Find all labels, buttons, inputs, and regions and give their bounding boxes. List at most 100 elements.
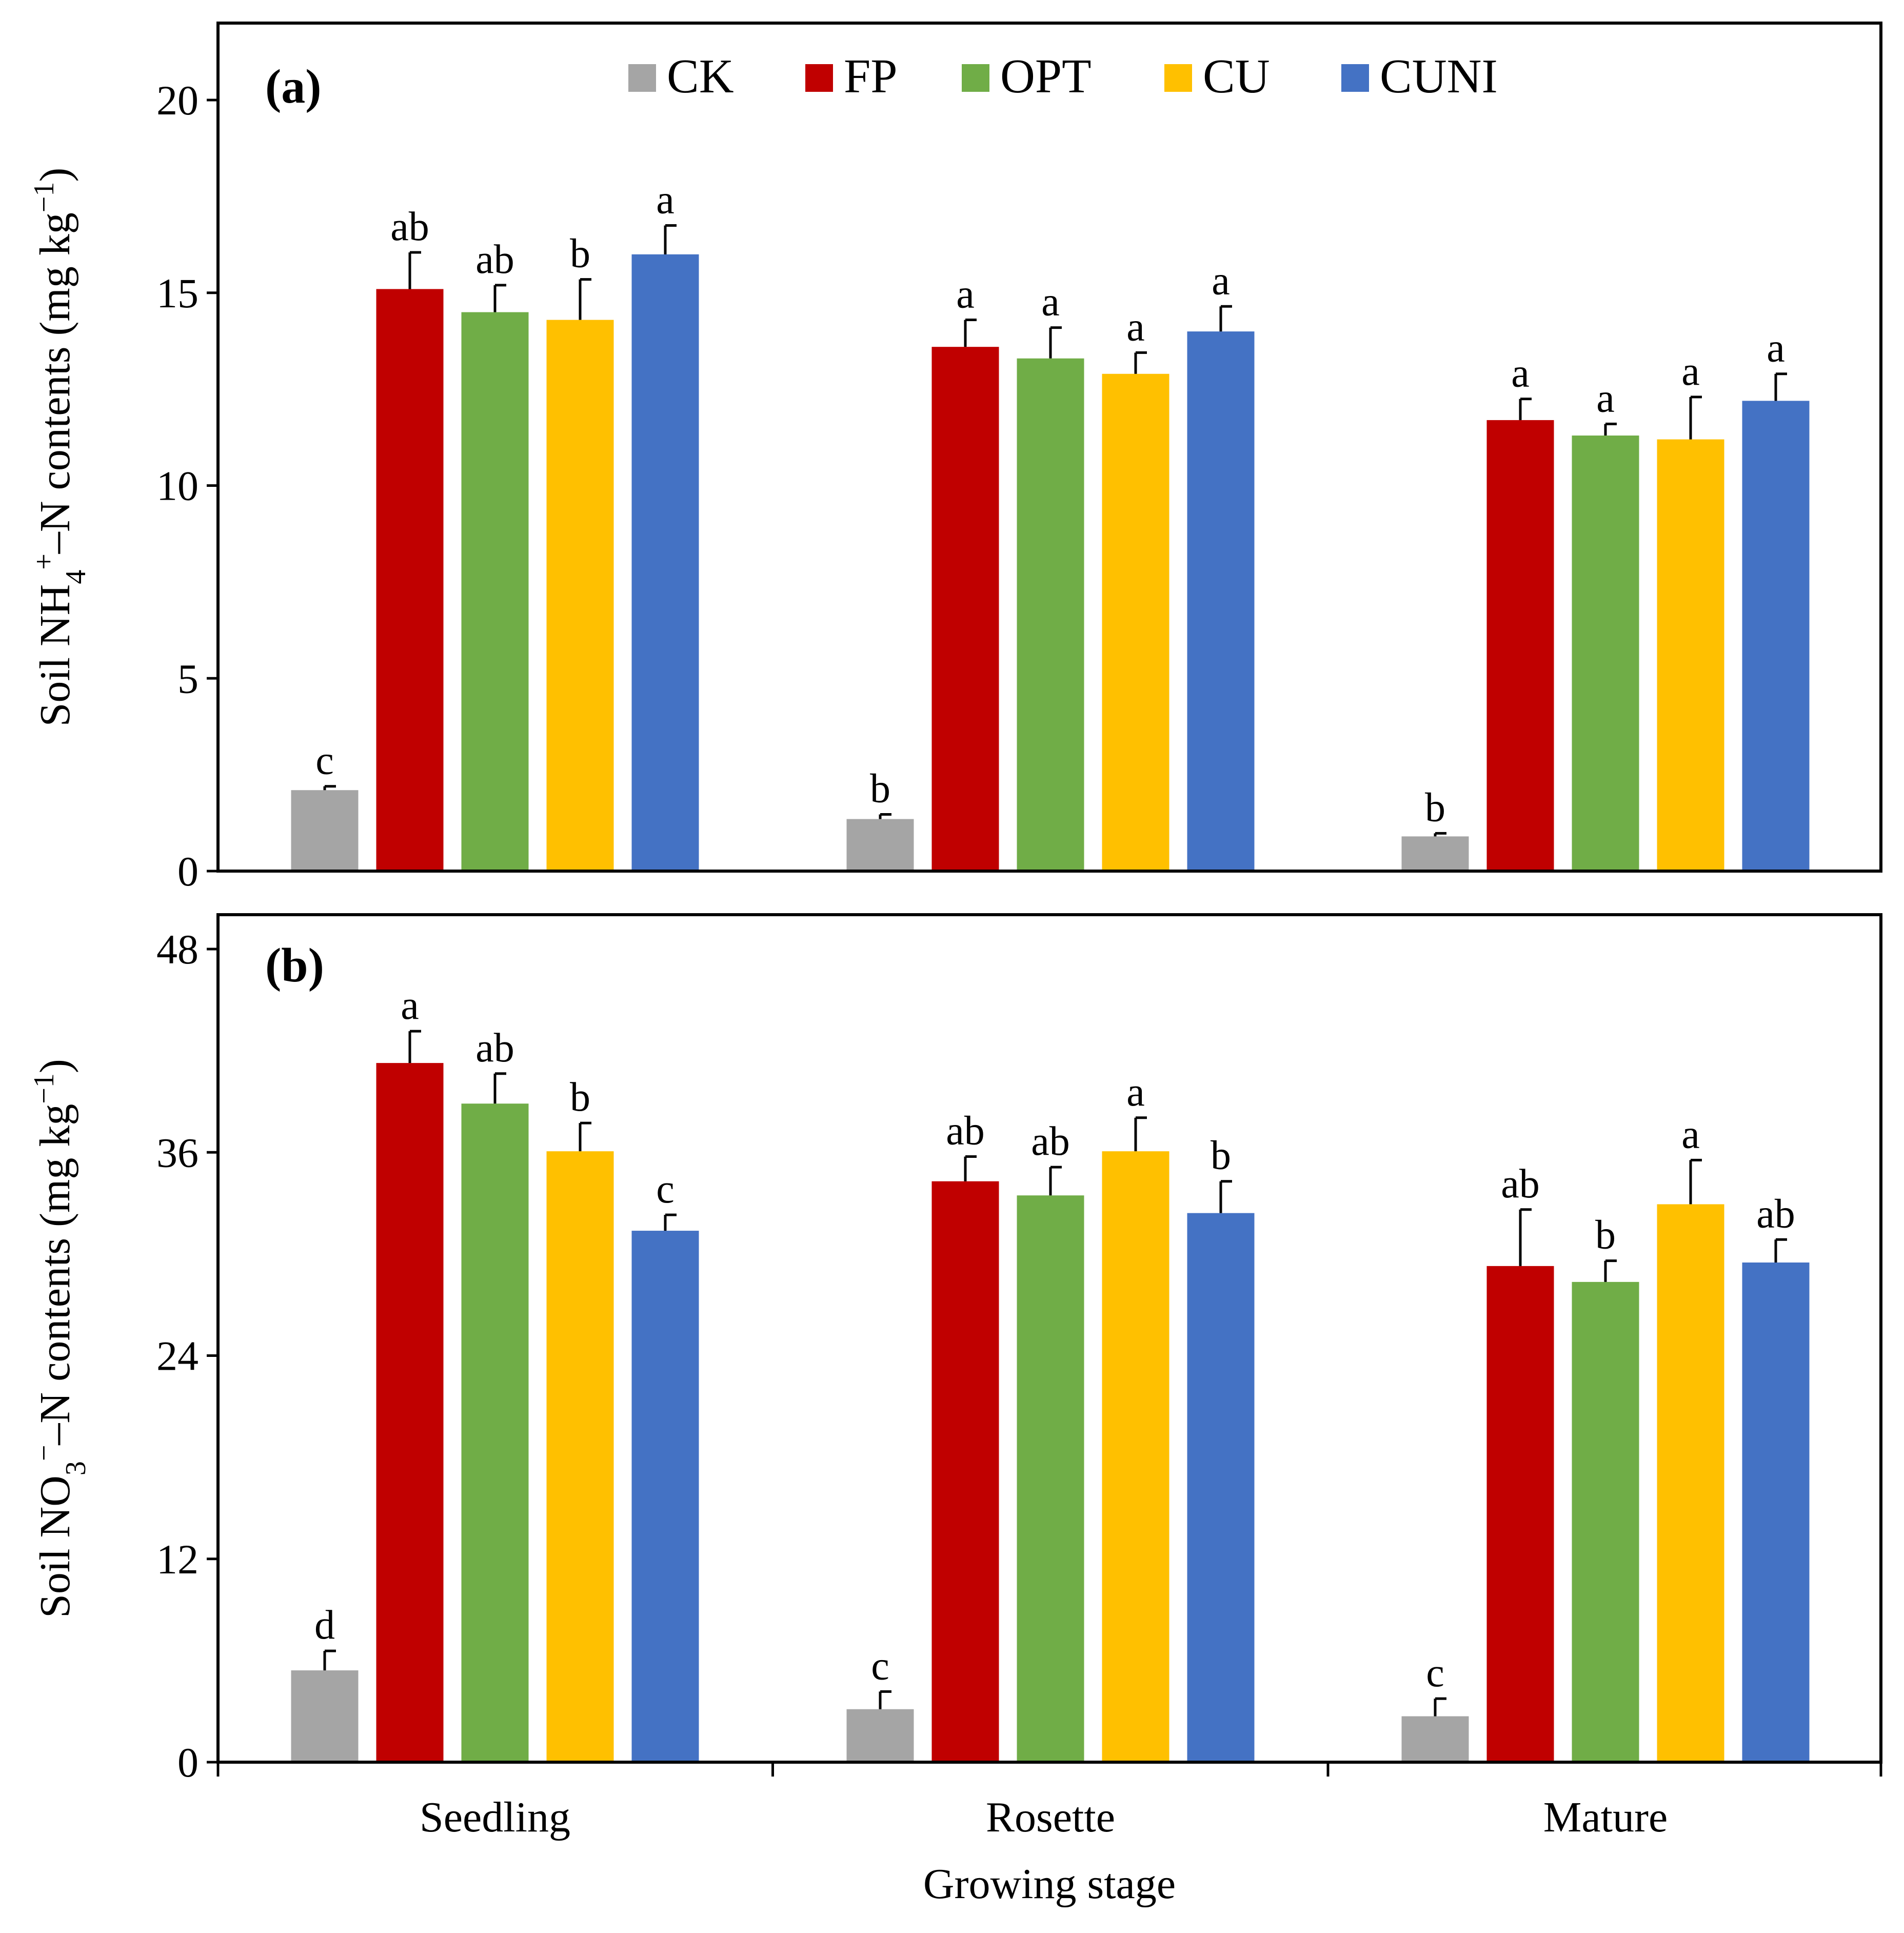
plot-frame (216, 913, 1882, 1764)
y-axis-label: Soil NO3−–N contents (mg kg−1) (28, 1059, 92, 1618)
significance-letter: b (570, 1075, 590, 1120)
bar-ck (291, 790, 359, 871)
significance-letter: d (314, 1603, 335, 1648)
significance-letter: a (656, 177, 675, 222)
legend-swatch-ck (628, 64, 656, 92)
legend-swatch-opt (962, 64, 989, 92)
legend-label-cuni: CUNI (1380, 50, 1498, 103)
significance-letter: a (1681, 1112, 1700, 1157)
legend: CK FP OPT CU CUNI (628, 50, 1498, 103)
significance-letter: b (870, 766, 890, 812)
y-axis-label-subscript: 3 (60, 1461, 92, 1475)
bar-ck (846, 819, 914, 871)
x-tick-label-seedling: Seedling (420, 1793, 570, 1841)
panel-label: (a) (265, 60, 322, 113)
bar-ck (1401, 1716, 1469, 1762)
y-axis-label-superscript: + (28, 554, 60, 570)
significance-letter: ab (390, 204, 429, 249)
significance-letter: ab (475, 1025, 514, 1071)
significance-letter: a (1212, 258, 1230, 303)
bar-opt (461, 1103, 529, 1762)
bar-cu (546, 1151, 614, 1762)
significance-letter: a (1767, 326, 1785, 371)
bar-cu (1657, 1204, 1724, 1762)
legend-swatch-cu (1164, 64, 1192, 92)
legend-label-fp: FP (844, 50, 898, 103)
bar-cuni (631, 254, 699, 872)
y-axis-label-superscript: − (28, 1445, 60, 1462)
bar-cuni (1187, 1213, 1255, 1762)
significance-letter: b (570, 231, 590, 277)
significance-letter: a (956, 272, 975, 317)
significance-letter: ab (1031, 1119, 1070, 1164)
y-axis-label-text: ) (31, 1059, 79, 1073)
bar-cu (1657, 439, 1724, 871)
y-tick-label: 0 (177, 848, 199, 895)
panel-b: 0 12 24 36 48 d c c a ab ab ab ab b b a a c b ab (b) Soil NO3… (28, 913, 1882, 1908)
significance-letter: ab (475, 237, 514, 282)
bar-ck (1401, 836, 1469, 871)
bar-cu (546, 320, 614, 871)
y-tick-label: 48 (156, 926, 199, 973)
significance-letter: ab (946, 1109, 985, 1154)
bar-fp (376, 289, 444, 871)
legend-swatch-fp (805, 64, 833, 92)
significance-letter: a (1126, 1070, 1145, 1115)
bar-cuni (1187, 331, 1255, 872)
significance-letter: a (1511, 351, 1530, 396)
legend-label-opt: OPT (1000, 50, 1092, 103)
y-tick-label: 12 (156, 1536, 199, 1583)
bar-opt (1017, 358, 1084, 871)
bar-ck (846, 1709, 914, 1762)
bar-cu (1102, 1151, 1169, 1762)
y-tick-label: 24 (156, 1333, 199, 1379)
y-tick-label: 0 (177, 1739, 199, 1786)
bar-opt (1017, 1195, 1084, 1762)
significance-letter: a (1681, 349, 1700, 394)
y-axis-label-unit-superscript: −1 (28, 182, 60, 213)
y-tick-label: 5 (177, 655, 199, 702)
bar-cuni (631, 1231, 699, 1762)
significance-letter: c (871, 1643, 889, 1688)
bar-opt (461, 312, 529, 871)
legend-label-cu: CU (1203, 50, 1270, 103)
significance-letter: a (401, 983, 419, 1028)
x-axis-label: Growing stage (923, 1860, 1176, 1908)
significance-letter: c (1426, 1650, 1444, 1695)
bar-opt (1572, 435, 1639, 871)
x-tick-label-rosette: Rosette (986, 1793, 1115, 1841)
y-axis-label-subscript: 4 (60, 570, 92, 584)
x-tick-label-mature: Mature (1543, 1793, 1668, 1841)
y-tick-label: 36 (156, 1129, 199, 1176)
bar-opt (1572, 1281, 1639, 1762)
panel-label: (b) (265, 939, 324, 992)
bar-fp (376, 1063, 444, 1762)
significance-letter: b (1595, 1213, 1616, 1258)
y-axis-label-unit-superscript: −1 (28, 1073, 60, 1104)
bar-fp (931, 347, 999, 871)
significance-letter: b (1425, 785, 1445, 830)
y-axis-label-text: Soil NH (31, 584, 79, 727)
y-tick-label: 10 (156, 463, 199, 509)
bar-cuni (1742, 1263, 1810, 1762)
bar-ck (291, 1670, 359, 1762)
significance-letter: a (1126, 304, 1145, 349)
y-axis-label-text: –N contents (mg kg (31, 1104, 79, 1446)
y-axis-label-text: ) (31, 168, 79, 182)
significance-letter: b (1211, 1133, 1231, 1178)
y-tick-label: 15 (156, 270, 199, 317)
bar-cu (1102, 373, 1169, 871)
y-tick-label: 20 (156, 77, 199, 124)
bar-cuni (1742, 401, 1810, 871)
y-axis-label-text: –N contents (mg kg (31, 212, 79, 554)
legend-swatch-cuni (1341, 64, 1369, 92)
significance-letter: a (1596, 376, 1615, 421)
bar-fp (1486, 1266, 1554, 1762)
plot-frame (216, 22, 1882, 873)
significance-letter: ab (1756, 1191, 1795, 1236)
y-axis-label: Soil NH4+–N contents (mg kg−1) (28, 168, 92, 727)
significance-letter: c (315, 738, 334, 783)
y-axis-label-text: Soil NO (31, 1475, 79, 1618)
